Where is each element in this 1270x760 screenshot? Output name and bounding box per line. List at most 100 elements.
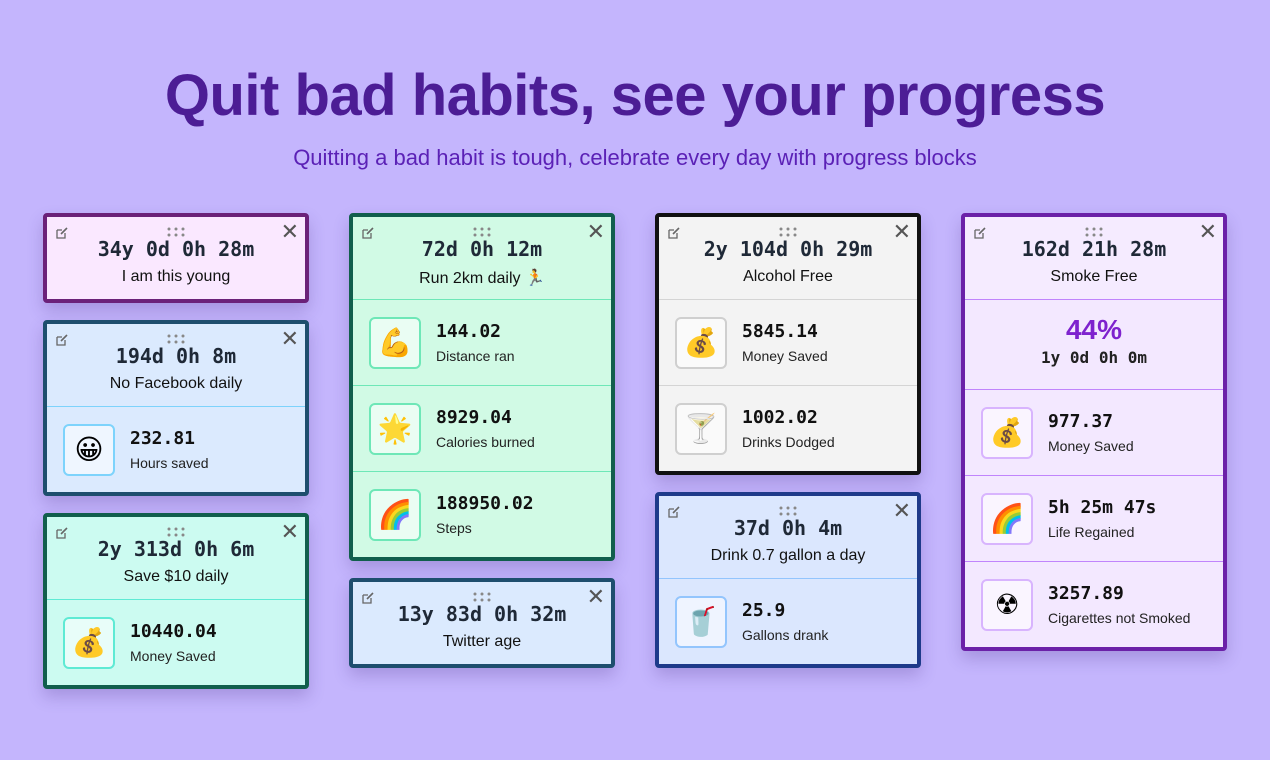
stat-row: ☢ 3257.89 Cigarettes not Smoked (965, 561, 1223, 647)
stat-value: 232.81 (130, 428, 196, 449)
stat-label: Gallons drank (742, 627, 829, 643)
stat-row: 🌈 5h 25m 47s Life Regained (965, 475, 1223, 561)
drag-handle-icon[interactable] (778, 224, 798, 237)
habit-card[interactable]: ✕ 37d 0h 4m Drink 0.7 gallon a day 🥤 25.… (655, 492, 921, 668)
stat-row: 🌈 188950.02 Steps (353, 471, 611, 557)
page-subtitle: Quitting a bad habit is tough, celebrate… (293, 145, 977, 170)
edit-icon[interactable] (361, 591, 375, 605)
drag-handle-icon[interactable] (1084, 224, 1104, 237)
card-header: ✕ 34y 0d 0h 28m I am this young (47, 217, 305, 299)
money-bag-icon: 💰 (675, 316, 727, 369)
stat-row: 🍸 1002.02 Drinks Dodged (659, 385, 917, 471)
stat-value: 1002.02 (742, 407, 818, 428)
elapsed-timer: 2y 313d 0h 6m (97, 537, 255, 561)
card-header: ✕ 2y 313d 0h 6m Save $10 daily (47, 517, 305, 599)
close-icon[interactable]: ✕ (280, 519, 299, 544)
habit-label: Alcohol Free (743, 268, 833, 285)
habit-card[interactable]: ✕ 34y 0d 0h 28m I am this young (43, 213, 309, 303)
edit-icon[interactable] (667, 226, 681, 240)
card-column: ✕ 162d 21h 28m Smoke Free 44% 1y 0d 0h 0… (961, 213, 1227, 651)
stat-row: 😀 232.81 Hours saved (47, 406, 305, 492)
card-header: ✕ 194d 0h 8m No Facebook daily (47, 324, 305, 406)
close-icon[interactable]: ✕ (280, 326, 299, 351)
card-header: ✕ 2y 104d 0h 29m Alcohol Free (659, 217, 917, 299)
habit-label: No Facebook daily (109, 375, 243, 392)
edit-icon[interactable] (667, 505, 681, 519)
close-icon[interactable]: ✕ (586, 219, 605, 244)
radioactive-icon: ☢ (981, 578, 1033, 631)
goal-progress: 44% 1y 0d 0h 0m (965, 299, 1223, 389)
stat-value: 10440.04 (130, 621, 217, 642)
drag-handle-icon[interactable] (166, 331, 186, 344)
stat-value: 8929.04 (436, 407, 512, 428)
habit-card[interactable]: ✕ 194d 0h 8m No Facebook daily 😀 232.81 … (43, 320, 309, 496)
stat-label: Calories burned (436, 434, 535, 450)
cup-with-straw-icon: 🥤 (675, 595, 727, 648)
card-column: ✕ 2y 104d 0h 29m Alcohol Free 💰 5845.14 … (655, 213, 921, 668)
stat-value: 3257.89 (1048, 583, 1124, 604)
close-icon[interactable]: ✕ (280, 219, 299, 244)
elapsed-timer: 13y 83d 0h 32m (397, 602, 567, 626)
habit-label: I am this young (121, 268, 231, 285)
edit-icon[interactable] (361, 226, 375, 240)
stat-label: Life Regained (1048, 524, 1135, 540)
elapsed-timer: 34y 0d 0h 28m (97, 237, 255, 261)
card-column: ✕ 72d 0h 12m Run 2km daily 🏃 💪 144.02 Di… (349, 213, 615, 668)
card-header: ✕ 72d 0h 12m Run 2km daily 🏃 (353, 217, 611, 299)
card-header: ✕ 37d 0h 4m Drink 0.7 gallon a day (659, 496, 917, 578)
stat-label: Steps (436, 520, 472, 536)
stat-value: 5845.14 (742, 321, 818, 342)
habit-label: Smoke Free (1050, 268, 1138, 285)
close-icon[interactable]: ✕ (892, 219, 911, 244)
stat-row: 💪 144.02 Distance ran (353, 299, 611, 385)
habit-label: Drink 0.7 gallon a day (710, 547, 866, 564)
edit-icon[interactable] (55, 333, 69, 347)
habit-card[interactable]: ✕ 72d 0h 12m Run 2km daily 🏃 💪 144.02 Di… (349, 213, 615, 561)
elapsed-timer: 162d 21h 28m (1021, 237, 1167, 261)
stat-label: Hours saved (130, 455, 209, 471)
elapsed-timer: 194d 0h 8m (115, 344, 237, 368)
habit-card[interactable]: ✕ 2y 104d 0h 29m Alcohol Free 💰 5845.14 … (655, 213, 921, 475)
habit-card[interactable]: ✕ 162d 21h 28m Smoke Free 44% 1y 0d 0h 0… (961, 213, 1227, 651)
grinning-face-icon: 😀 (63, 423, 115, 476)
stat-value: 977.37 (1048, 411, 1114, 432)
drag-handle-icon[interactable] (166, 524, 186, 537)
drag-handle-icon[interactable] (472, 224, 492, 237)
habit-label: Twitter age (442, 633, 522, 650)
edit-icon[interactable] (973, 226, 987, 240)
stat-label: Money Saved (130, 648, 216, 664)
stat-row: 💰 10440.04 Money Saved (47, 599, 305, 685)
progress-percent: 44% (1065, 314, 1123, 345)
close-icon[interactable]: ✕ (586, 584, 605, 609)
stat-label: Distance ran (436, 348, 515, 364)
close-icon[interactable]: ✕ (892, 498, 911, 523)
card-header: ✕ 162d 21h 28m Smoke Free (965, 217, 1223, 299)
star-icon: 🌟 (369, 402, 421, 455)
stat-row: 💰 5845.14 Money Saved (659, 299, 917, 385)
stat-value: 5h 25m 47s (1048, 497, 1157, 518)
stat-row: 🥤 25.9 Gallons drank (659, 578, 917, 664)
habit-card[interactable]: ✕ 13y 83d 0h 32m Twitter age (349, 578, 615, 668)
habit-card[interactable]: ✕ 2y 313d 0h 6m Save $10 daily 💰 10440.0… (43, 513, 309, 689)
edit-icon[interactable] (55, 226, 69, 240)
stat-value: 25.9 (742, 600, 786, 621)
stat-label: Money Saved (1048, 438, 1134, 454)
money-bag-icon: 💰 (63, 616, 115, 669)
card-header: ✕ 13y 83d 0h 32m Twitter age (353, 582, 611, 664)
stat-label: Cigarettes not Smoked (1048, 610, 1191, 626)
flexed-biceps-icon: 💪 (369, 316, 421, 369)
close-icon[interactable]: ✕ (1198, 219, 1217, 244)
stat-value: 188950.02 (436, 493, 534, 514)
card-column: ✕ 34y 0d 0h 28m I am this young ✕ 194d 0… (43, 213, 309, 689)
stat-row: 💰 977.37 Money Saved (965, 389, 1223, 475)
habit-label: Run 2km daily 🏃 (419, 270, 545, 287)
drag-handle-icon[interactable] (778, 503, 798, 516)
habit-label: Save $10 daily (123, 568, 229, 585)
elapsed-timer: 2y 104d 0h 29m (703, 237, 873, 261)
drag-handle-icon[interactable] (472, 589, 492, 602)
stat-row: 🌟 8929.04 Calories burned (353, 385, 611, 471)
cocktail-glass-icon: 🍸 (675, 402, 727, 455)
elapsed-timer: 72d 0h 12m (421, 237, 543, 261)
drag-handle-icon[interactable] (166, 224, 186, 237)
edit-icon[interactable] (55, 526, 69, 540)
